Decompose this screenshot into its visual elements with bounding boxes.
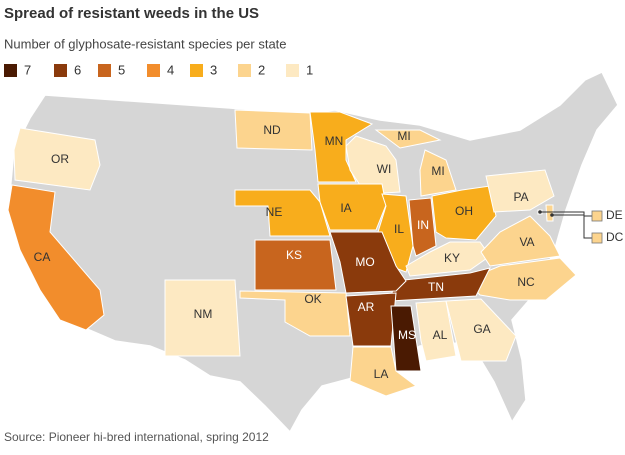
state-shape [234,189,331,237]
state-label: PA [513,190,528,204]
state-label: ND [263,123,281,137]
legend-label: 6 [74,62,81,77]
legend-swatch [98,64,111,77]
state-shape [480,215,561,267]
state-shape [164,279,241,357]
state-shape [329,231,407,294]
state-shape [431,185,497,241]
state-shape [13,127,101,191]
source: Source: Pioneer hi-bred international, s… [4,430,269,444]
state-label: LA [374,367,389,381]
state-label: MI [397,129,410,143]
state-shape [7,184,105,331]
state-label: KY [444,251,460,265]
state-shape [415,300,457,362]
state-label: IA [340,201,351,215]
state-label: GA [473,322,490,336]
state-label: NC [517,275,535,289]
state-shape [545,204,554,222]
state-labels: OR CA ND MN WI MI MI NE IA IL IN OH PA DE DC KY VA NC TN KS… [34,123,624,381]
state-label: IN [417,218,429,232]
state-shape [317,183,387,231]
state-label: IL [394,222,404,236]
legend-label: 5 [118,62,125,77]
state-shape [465,257,577,301]
legend-swatch [286,64,299,77]
state-label: NM [194,307,213,321]
states [7,109,577,397]
state-shape [254,239,337,291]
callout-dot [550,213,554,217]
state-label: AL [433,328,448,342]
state-shape [345,292,397,347]
callout-dot [538,210,542,214]
state-shape [374,129,442,149]
state-label: NE [266,205,283,219]
subtitle: Number of glyphosate-resistant species p… [4,36,287,51]
state-label: AR [358,300,375,314]
state-label: OH [455,204,473,218]
legend-swatch [54,64,67,77]
state-shape [309,111,374,183]
state-label: MS [398,328,416,342]
legend-label: 2 [258,62,265,77]
callout-line [540,211,592,239]
state-label: MI [431,164,444,178]
state-shape [349,346,418,397]
callout-label: DC [606,230,624,244]
state-label: TN [428,280,444,294]
legend-label: 1 [306,62,313,77]
state-shape [419,149,457,197]
state-shape [234,109,313,151]
state-shape [390,305,422,372]
legend-label: 3 [210,62,217,77]
legend-swatch [147,64,160,77]
state-shape [445,298,517,362]
legend-label: 7 [24,62,31,77]
callout-label: DE [606,208,623,222]
title: Spread of resistant weeds in the US [4,5,259,22]
state-label: CA [34,250,51,264]
state-label: MO [355,255,374,269]
legend-swatch [238,64,251,77]
state-label: MN [325,134,344,148]
state-label: WI [377,162,392,176]
state-shape [408,197,437,257]
callout-swatch [591,210,603,222]
state-shape [485,169,555,213]
legend-label: 4 [167,62,174,77]
state-label: OR [51,152,69,166]
state-label: KS [286,248,302,262]
state-label: OK [304,292,321,306]
legend-swatch [190,64,203,77]
legend-swatch [4,64,17,77]
state-label: VA [519,235,534,249]
callout-swatch [591,232,603,244]
